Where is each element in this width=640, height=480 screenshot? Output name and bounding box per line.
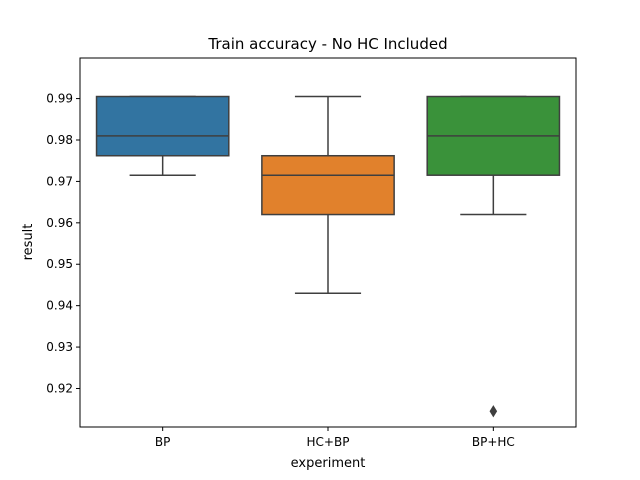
x-tick-label: BP bbox=[155, 435, 170, 449]
y-tick-label: 0.95 bbox=[46, 257, 73, 271]
plot-area bbox=[95, 95, 561, 418]
box-group-bp bbox=[95, 95, 230, 176]
chart-title: Train accuracy - No HC Included bbox=[207, 35, 447, 53]
x-axis-label: experiment bbox=[291, 456, 366, 471]
y-tick-label: 0.98 bbox=[46, 133, 73, 147]
y-tick-label: 0.92 bbox=[46, 381, 73, 395]
box-group-bp-hc bbox=[426, 95, 561, 418]
y-axis: 0.92 0.93 0.94 0.95 0.96 0.97 0.98 0.99 bbox=[46, 92, 80, 395]
box-group-hc-bp bbox=[261, 95, 395, 294]
y-tick-label: 0.97 bbox=[46, 174, 73, 188]
box-iqr bbox=[95, 95, 230, 157]
x-tick-label: BP+HC bbox=[472, 435, 515, 449]
y-axis-label: result bbox=[21, 224, 36, 261]
y-tick-label: 0.93 bbox=[46, 340, 73, 354]
x-tick-label: HC+BP bbox=[307, 435, 350, 449]
y-tick-label: 0.99 bbox=[46, 92, 73, 106]
y-tick-label: 0.94 bbox=[46, 299, 73, 313]
y-tick-label: 0.96 bbox=[46, 216, 73, 230]
outlier-point bbox=[489, 405, 498, 418]
x-axis: BP HC+BP BP+HC bbox=[155, 427, 515, 449]
box-iqr bbox=[261, 154, 395, 216]
